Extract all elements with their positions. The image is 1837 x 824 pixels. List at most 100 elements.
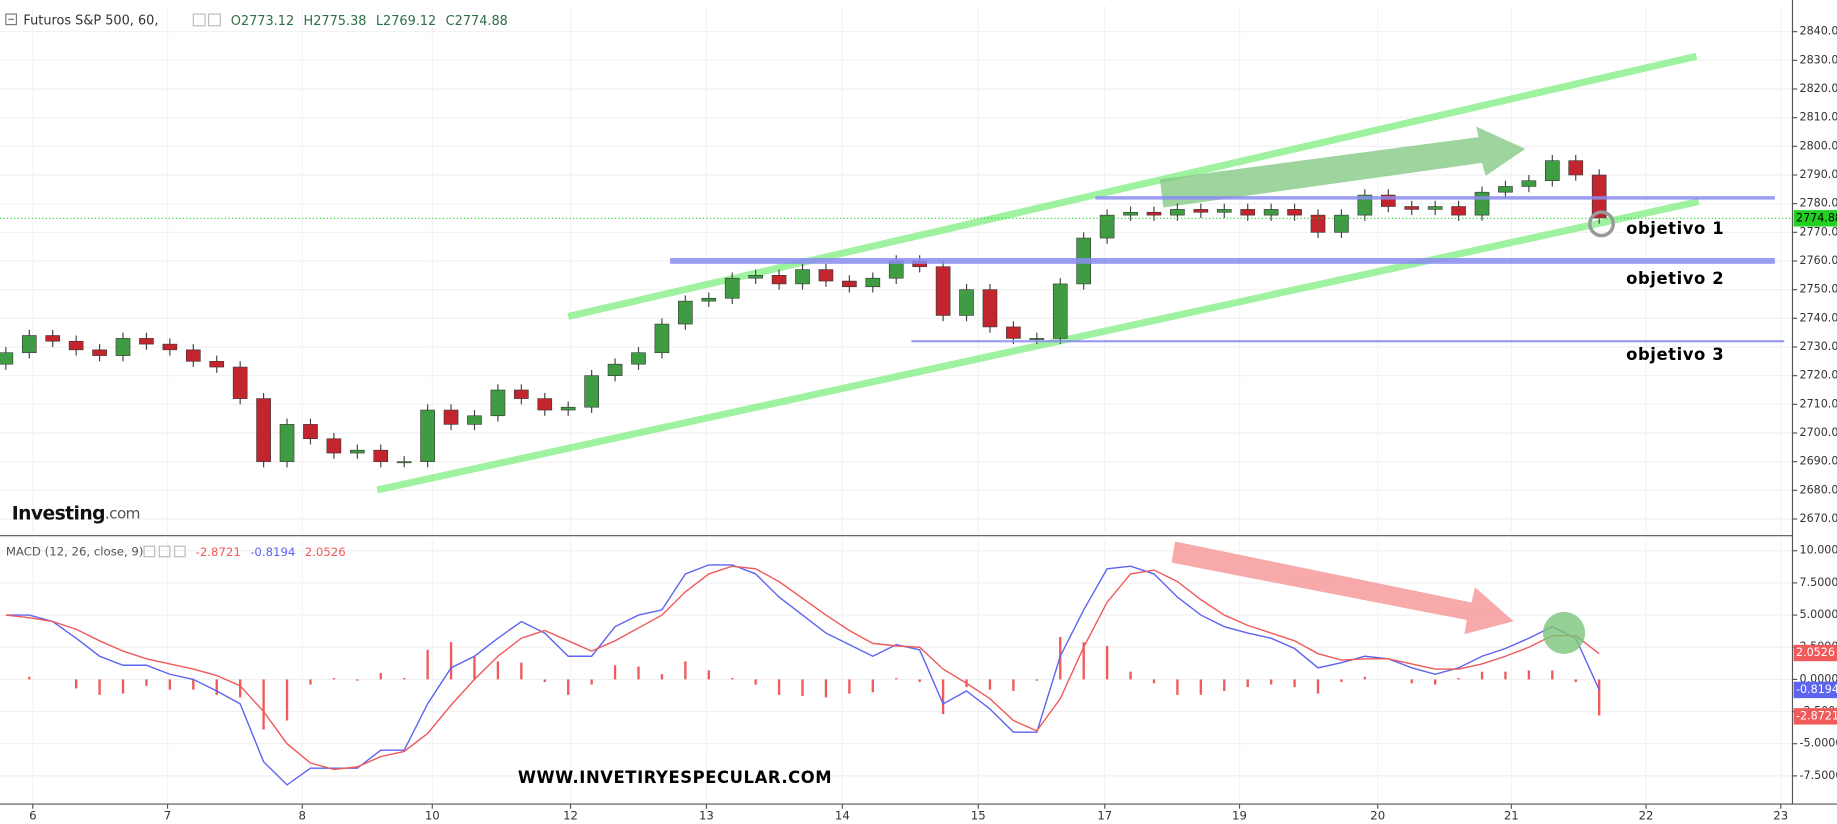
y-tick-label: 2740.00 [1800, 311, 1837, 324]
x-tick-label: 7 [164, 808, 171, 822]
candle-body [68, 340, 84, 351]
channel-lower [376, 198, 1700, 494]
ohlc-value: 2769.12 [383, 14, 436, 29]
value-badge [1793, 708, 1837, 725]
target-label: objetivo 2 [1626, 269, 1724, 288]
candle-body [373, 449, 389, 462]
candle-body [1498, 186, 1513, 193]
candle-body [982, 289, 998, 328]
candle-body [139, 338, 154, 345]
y-tick-label: 2690.00 [1800, 455, 1837, 468]
candle-body [443, 409, 459, 425]
candle-body [1263, 209, 1279, 216]
candle-body [1310, 214, 1326, 233]
x-tick-label: 8 [299, 808, 306, 822]
candle-body [1287, 209, 1302, 216]
candle-body [537, 398, 553, 411]
y-tick-label: 2730.00 [1800, 340, 1837, 353]
candle-body [1521, 180, 1537, 187]
macd-value: -0.8194 [250, 545, 295, 559]
macd-title: MACD (12, 26, close, 9) [6, 545, 144, 559]
ohlc-key: O [231, 14, 241, 29]
trend-arrow-down [1171, 541, 1514, 635]
candle-body [631, 352, 646, 365]
candle-body [420, 409, 435, 462]
highlight-circle [1542, 611, 1586, 655]
target-label: objetivo 3 [1626, 345, 1724, 364]
candle-body [842, 280, 857, 288]
candle-body [1240, 209, 1256, 216]
y-tick-label: 7.5000 [1800, 576, 1837, 589]
candle-body [279, 424, 295, 462]
y-tick-label: 2840.00 [1800, 25, 1837, 38]
ohlc-key: L [376, 14, 384, 29]
candle-body [771, 275, 787, 285]
candle-body [303, 424, 318, 440]
value-badge [1793, 644, 1837, 662]
y-tick-label: -7.5000 [1800, 769, 1837, 782]
watermark-brand: Investing [12, 503, 105, 524]
candle-body [490, 389, 506, 417]
y-tick-label: 2820.00 [1800, 82, 1837, 95]
value-badge-label: -0.8194 [1796, 683, 1837, 696]
candle-body [326, 438, 342, 454]
y-tick-label: -5.0000 [1800, 737, 1837, 750]
x-tick-label: 20 [1370, 808, 1385, 822]
macd-eye-icon[interactable] [143, 545, 156, 558]
target-circle [1588, 210, 1615, 238]
x-tick-label: 19 [1232, 808, 1247, 822]
y-tick-label: 10.0000 [1800, 544, 1837, 557]
candle-body [724, 277, 740, 299]
candle-body [1193, 209, 1209, 213]
candle-body [92, 349, 107, 356]
macd-line [5, 564, 1600, 786]
candle-body [1544, 160, 1560, 182]
candle-body [162, 343, 178, 351]
macd-close-icon[interactable] [173, 545, 186, 558]
macd-settings-icon[interactable] [158, 545, 171, 558]
candle-body [21, 335, 37, 354]
macd-value: -2.8721 [196, 545, 241, 559]
ohlc-legend: O2773.12 H2775.38 L2769.12 C2774.88 [231, 14, 508, 29]
candle-body [1099, 214, 1115, 239]
candle-body [678, 300, 693, 325]
y-tick-label: 2670.00 [1800, 512, 1837, 525]
y-tick-label: 2760.00 [1800, 254, 1837, 267]
y-tick-label: 5.0000 [1800, 608, 1837, 621]
candle-body [256, 398, 271, 462]
candle-body [350, 449, 365, 454]
candle-body [701, 297, 717, 302]
value-badge-label: -2.8721 [1796, 709, 1837, 722]
eye-icon[interactable] [192, 13, 206, 27]
candle-body [1216, 209, 1232, 213]
candle-body [1474, 191, 1490, 216]
macd-line [5, 565, 1600, 771]
collapse-icon[interactable] [5, 13, 17, 26]
candle-body [1123, 211, 1138, 216]
target-label: objetivo 1 [1626, 219, 1724, 238]
y-tick-label: 2780.00 [1800, 197, 1837, 210]
plot [0, 154, 1793, 786]
ohlc-value: 2775.38 [313, 14, 366, 29]
candle-body [1006, 326, 1021, 339]
y-tick-label: 2750.00 [1800, 283, 1837, 296]
y-tick-label: 2770.00 [1800, 225, 1837, 238]
value-badge-label: 2.0526 [1796, 646, 1835, 659]
settings-icon[interactable] [207, 13, 221, 27]
candle-body [795, 269, 810, 285]
watermark-suffix: .com [105, 504, 140, 522]
candle-body [467, 415, 482, 425]
candle-body [45, 335, 61, 342]
candle-body [115, 338, 131, 356]
candle-body [1170, 209, 1185, 216]
candle-body [1357, 194, 1373, 216]
x-tick-label: 10 [425, 808, 440, 822]
x-tick-label: 12 [563, 808, 578, 822]
candle-body [1052, 283, 1068, 339]
candle-body [396, 461, 412, 464]
candle-body [748, 275, 763, 279]
candle-body [1568, 160, 1584, 176]
candle-body [1427, 206, 1443, 210]
